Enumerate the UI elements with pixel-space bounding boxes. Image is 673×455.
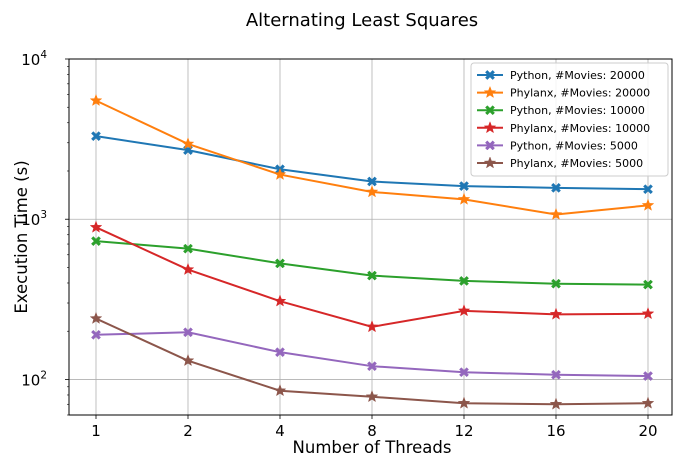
data-point (367, 270, 377, 281)
data-point (365, 320, 379, 333)
x-tick-label: 1 (91, 422, 101, 440)
y-tick-base: 10 (21, 371, 40, 389)
data-point (643, 184, 653, 195)
data-point (643, 279, 653, 290)
data-point (643, 371, 653, 382)
x-tick-label: 20 (638, 422, 657, 440)
data-point (457, 304, 471, 317)
y-tick-base: 10 (21, 211, 40, 229)
data-point (181, 137, 195, 150)
legend-swatch-marker (485, 105, 495, 116)
data-point (183, 327, 193, 338)
legend-swatch-marker (485, 140, 495, 151)
data-point (641, 198, 655, 211)
legend-swatch-marker (483, 121, 497, 134)
y-tick-label: 104 (21, 49, 47, 69)
data-point (459, 181, 469, 192)
data-point (549, 307, 563, 320)
data-point (367, 176, 377, 187)
data-point (551, 278, 561, 289)
data-point (91, 236, 101, 247)
y-tick-exponent: 3 (40, 209, 47, 221)
data-point (273, 384, 287, 397)
y-tick-base: 10 (21, 51, 40, 69)
legend-label: Python, #Movies: 10000 (510, 104, 645, 117)
legend-label: Python, #Movies: 20000 (510, 69, 645, 82)
data-point (457, 192, 471, 205)
legend: Python, #Movies: 20000 Phylanx, #Movies: … (470, 62, 669, 177)
x-tick-label: 4 (275, 422, 285, 440)
data-point (275, 258, 285, 269)
legend-label: Python, #Movies: 5000 (510, 139, 638, 152)
y-tick-label: 103 (21, 209, 47, 229)
x-tick-label: 8 (367, 422, 377, 440)
data-point (91, 131, 101, 142)
data-point (549, 397, 563, 410)
data-point (551, 182, 561, 193)
data-point (273, 167, 287, 181)
legend-box (470, 62, 669, 177)
data-point (365, 185, 379, 198)
data-point (181, 353, 195, 367)
x-tick-label: 16 (546, 422, 565, 440)
data-point (89, 311, 103, 324)
y-tick-exponent: 4 (40, 49, 47, 61)
x-axis-label: Number of Threads (293, 438, 452, 455)
data-point (273, 294, 287, 307)
chart-title: Alternating Least Squares (246, 10, 478, 31)
data-point (89, 220, 103, 233)
x-axis-ticks: 1 2 4 8 12 16 20 (91, 415, 658, 440)
legend-label: Phylanx, #Movies: 20000 (510, 87, 650, 100)
legend-swatch-marker (485, 70, 495, 80)
data-point (367, 361, 377, 372)
legend-label: Phylanx, #Movies: 5000 (510, 157, 643, 170)
data-point (459, 275, 469, 286)
data-point (641, 307, 655, 320)
series-markers (89, 93, 655, 410)
plot-frame (68, 58, 673, 416)
legend-swatch-marker (483, 85, 497, 99)
y-tick-label: 102 (21, 369, 47, 389)
data-point (183, 243, 193, 254)
data-point (275, 347, 285, 358)
y-tick-exponent: 2 (40, 369, 47, 381)
data-point (365, 390, 379, 403)
data-point (457, 396, 471, 409)
data-point (459, 367, 469, 378)
x-tick-label: 2 (183, 422, 193, 440)
data-point (89, 93, 103, 107)
y-axis-label: Execution Time (s) (12, 160, 31, 313)
data-point (181, 262, 195, 276)
x-tick-label: 12 (454, 422, 473, 440)
legend-swatch-marker (483, 156, 497, 169)
data-point (551, 369, 561, 380)
data-point (549, 207, 563, 220)
data-point (641, 396, 655, 409)
legend-label: Phylanx, #Movies: 10000 (510, 122, 650, 135)
data-point (91, 329, 101, 340)
